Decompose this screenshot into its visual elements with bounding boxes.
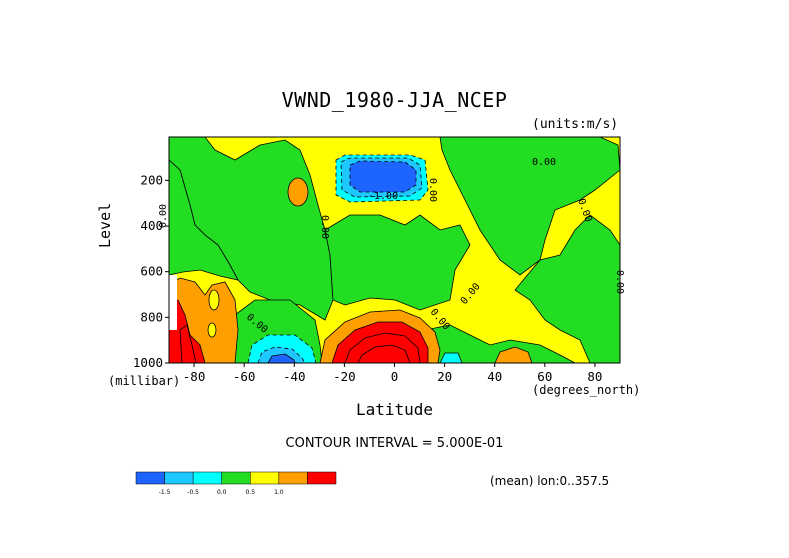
x-axis-label: Latitude — [355, 400, 434, 419]
colorbar-swatch — [135, 471, 165, 485]
x-axis-ticks: -80 -60 -40 -20 0 20 40 60 80 — [183, 363, 602, 384]
colorbar-swatch — [192, 471, 222, 485]
colorbar-swatch — [221, 471, 251, 485]
missing-data-area — [169, 275, 177, 330]
orange-blob-upper — [287, 177, 309, 207]
contour-label: 0.00 — [319, 215, 330, 239]
x-tick-label: -20 — [333, 369, 356, 384]
units-label: (units:m/s) — [532, 117, 619, 132]
x-tick-label: 60 — [537, 369, 552, 384]
green-region-polar-edge — [168, 159, 239, 281]
colorbar-label: -0.5 — [187, 489, 199, 496]
plot-area: 0.00 0.00 0.00 0.00 0.00 0.00 0.00 0.00 … — [158, 136, 625, 364]
y-tick-label: 1000 — [133, 355, 163, 370]
chart-title: VWND_1980-JJA_NCEP — [281, 88, 508, 112]
colorbar-swatch — [307, 471, 337, 485]
y-tick-label: 200 — [140, 172, 163, 187]
colorbar-swatch — [278, 471, 308, 485]
x-tick-label: -80 — [183, 369, 206, 384]
yellow-antarctic-blob — [208, 289, 220, 311]
x-axis-units: (degrees_north) — [532, 383, 641, 397]
contour-label: -1.00 — [368, 191, 398, 202]
colorbar: -1.5 -0.5 0.0 0.5 1.0 — [135, 471, 337, 496]
contour-label: 0.00 — [532, 157, 556, 168]
y-tick-label: 400 — [140, 218, 163, 233]
yellow-antarctic-blob-2 — [207, 322, 217, 338]
green-region-east-upper — [439, 136, 621, 276]
mean-longitude-note: (mean) lon:0..357.5 — [490, 474, 610, 488]
y-axis-ticks: 200 400 600 800 1000 — [133, 172, 169, 370]
x-tick-label: -40 — [283, 369, 306, 384]
x-tick-label: -60 — [233, 369, 256, 384]
colorbar-label: 0.5 — [246, 489, 256, 496]
colorbar-label: 0.0 — [217, 489, 227, 496]
green-region-center — [324, 214, 471, 311]
y-axis-units: (millibar) — [108, 374, 181, 388]
y-tick-label: 600 — [140, 264, 163, 279]
x-tick-label: 80 — [587, 369, 602, 384]
colorbar-label: 1.0 — [274, 489, 284, 496]
y-tick-label: 800 — [140, 309, 163, 324]
red-antarctic-core — [179, 324, 197, 364]
x-tick-label: 40 — [487, 369, 502, 384]
contour-interval: CONTOUR INTERVAL = 5.000E-01 — [285, 436, 504, 451]
colorbar-swatch — [164, 471, 194, 485]
colorbar-swatch — [250, 471, 280, 485]
x-tick-label: 0 — [391, 369, 399, 384]
contour-label: 0.00 — [427, 178, 438, 202]
contour-label: 0.00 — [158, 204, 169, 228]
x-tick-label: 20 — [437, 369, 452, 384]
colorbar-label: -1.5 — [159, 489, 171, 496]
blue-core — [349, 160, 417, 193]
